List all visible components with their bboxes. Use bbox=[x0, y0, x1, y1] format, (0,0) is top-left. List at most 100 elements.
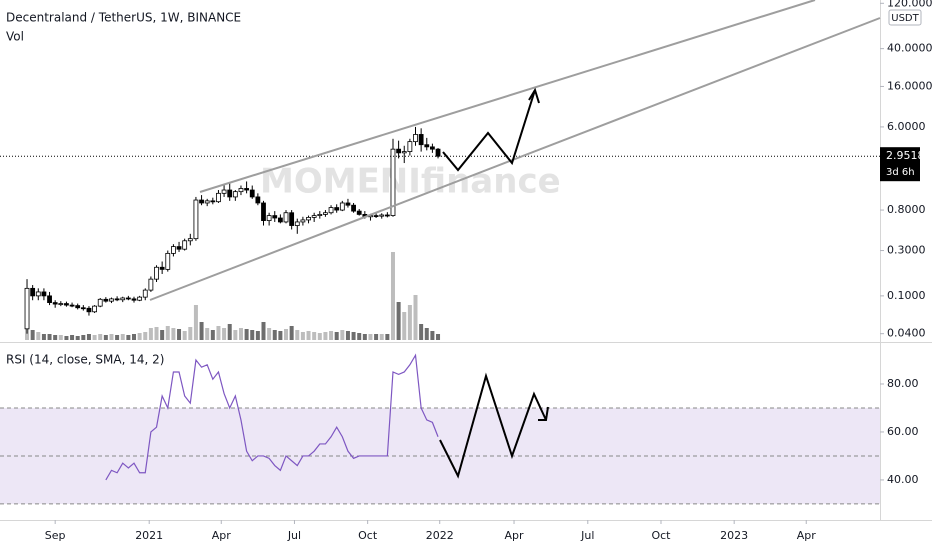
volume-bar bbox=[424, 328, 429, 340]
candle-body bbox=[294, 221, 300, 226]
volume-bar bbox=[120, 334, 125, 340]
candle-body bbox=[125, 297, 131, 300]
volume-bar bbox=[272, 330, 277, 340]
candle-body bbox=[120, 297, 126, 301]
volume-bar bbox=[177, 329, 182, 340]
volume-bar bbox=[171, 328, 176, 340]
x-tick-label: Apr bbox=[212, 529, 232, 542]
candle-body bbox=[165, 252, 171, 270]
volume-bar bbox=[379, 334, 384, 340]
x-tick-label: Oct bbox=[651, 529, 671, 542]
candle-body bbox=[255, 196, 261, 204]
candle-body bbox=[244, 188, 250, 191]
candle-body bbox=[238, 188, 244, 193]
volume-bar bbox=[250, 330, 255, 340]
volume-bar bbox=[222, 328, 227, 340]
volume-bar bbox=[86, 334, 91, 340]
candle-body bbox=[80, 307, 86, 310]
candle-body bbox=[317, 214, 323, 216]
volume-bar bbox=[312, 332, 317, 340]
volume-bar bbox=[306, 331, 311, 340]
volume-bar bbox=[36, 332, 41, 340]
currency: USDT bbox=[891, 13, 919, 24]
y-tick-label: 0.0400 bbox=[887, 327, 926, 340]
candle-body bbox=[384, 214, 390, 217]
volume-bar bbox=[70, 335, 75, 340]
candle-body bbox=[210, 200, 216, 203]
x-tick-label: 2022 bbox=[426, 529, 454, 542]
volume-bar bbox=[210, 330, 215, 340]
symbol-title: Decentraland / TetherUS, 1W, BINANCE bbox=[6, 11, 241, 25]
candle-body bbox=[407, 141, 413, 152]
rsi-projection-arrow bbox=[439, 372, 547, 479]
y-tick-label: 0.8000 bbox=[887, 203, 926, 216]
candle-body bbox=[75, 305, 81, 309]
volume-bar bbox=[165, 326, 170, 340]
last-price-badge bbox=[880, 147, 920, 182]
volume-bar bbox=[81, 335, 86, 340]
volume-bar bbox=[340, 330, 345, 340]
volume-bar bbox=[323, 332, 328, 340]
projection-arrow bbox=[442, 89, 536, 172]
candle-body bbox=[413, 134, 418, 143]
candle-body bbox=[47, 295, 52, 303]
y-tick-label: 16.0000 bbox=[887, 79, 932, 92]
y-tick-label: 120.0000 bbox=[887, 0, 932, 9]
candle-body bbox=[429, 146, 435, 150]
volume-bar bbox=[396, 302, 401, 340]
volume-bar bbox=[233, 330, 238, 340]
candle-body bbox=[159, 266, 165, 270]
volume-bar bbox=[98, 334, 103, 340]
volume-bar bbox=[238, 328, 243, 340]
x-tick-label: Jul bbox=[580, 529, 594, 542]
volume-label: Vol bbox=[6, 30, 24, 44]
candle-body bbox=[216, 192, 221, 203]
y-tick-label: 0.1000 bbox=[887, 289, 926, 302]
volume-bar bbox=[351, 332, 356, 340]
x-tick-label: Apr bbox=[505, 529, 525, 542]
candle-body bbox=[131, 298, 137, 301]
rsi-band bbox=[0, 407, 880, 504]
volume-bar bbox=[193, 305, 198, 340]
volume-bar bbox=[109, 334, 114, 340]
volume-bar bbox=[402, 312, 407, 340]
watermark: MOMENIfinance bbox=[260, 162, 561, 202]
volume-bar bbox=[182, 331, 187, 340]
x-tick-label: Sep bbox=[45, 529, 66, 542]
volume-bar bbox=[148, 328, 153, 340]
candle-body bbox=[277, 217, 283, 223]
volume-bar bbox=[131, 334, 136, 340]
volume-bar bbox=[143, 332, 148, 340]
y-tick-label: 80.00 bbox=[887, 377, 919, 390]
volume-bar bbox=[407, 305, 412, 340]
candle-body bbox=[221, 189, 227, 194]
candle-body bbox=[193, 199, 199, 240]
x-tick-label: 2021 bbox=[135, 529, 163, 542]
volume-bar bbox=[30, 330, 35, 340]
x-tick-label: Oct bbox=[358, 529, 378, 542]
currency-badge bbox=[888, 9, 922, 26]
arrow-head bbox=[528, 87, 540, 104]
countdown: 3d 6h bbox=[886, 167, 915, 178]
candle-body bbox=[187, 238, 193, 242]
candle-body bbox=[261, 202, 266, 221]
candle-body bbox=[148, 278, 154, 291]
volume-bar bbox=[284, 329, 289, 340]
candle-body bbox=[109, 298, 114, 302]
volume-bar bbox=[357, 333, 362, 340]
candle-body bbox=[300, 219, 306, 223]
volume-bar bbox=[289, 326, 294, 340]
volume-bar bbox=[126, 335, 131, 340]
candle-body bbox=[97, 298, 103, 307]
candle-body bbox=[379, 214, 385, 217]
volume-bar bbox=[244, 329, 249, 340]
volume-bar bbox=[329, 331, 334, 340]
candle-body bbox=[35, 291, 41, 297]
volume-bar bbox=[390, 252, 395, 340]
last-price: 2.9518 bbox=[886, 149, 925, 162]
volume-bar bbox=[47, 334, 52, 340]
volume-bar bbox=[64, 336, 69, 340]
rsi-line bbox=[105, 353, 439, 481]
y-tick-label: 6.0000 bbox=[887, 120, 926, 133]
volume-bar bbox=[103, 335, 108, 340]
